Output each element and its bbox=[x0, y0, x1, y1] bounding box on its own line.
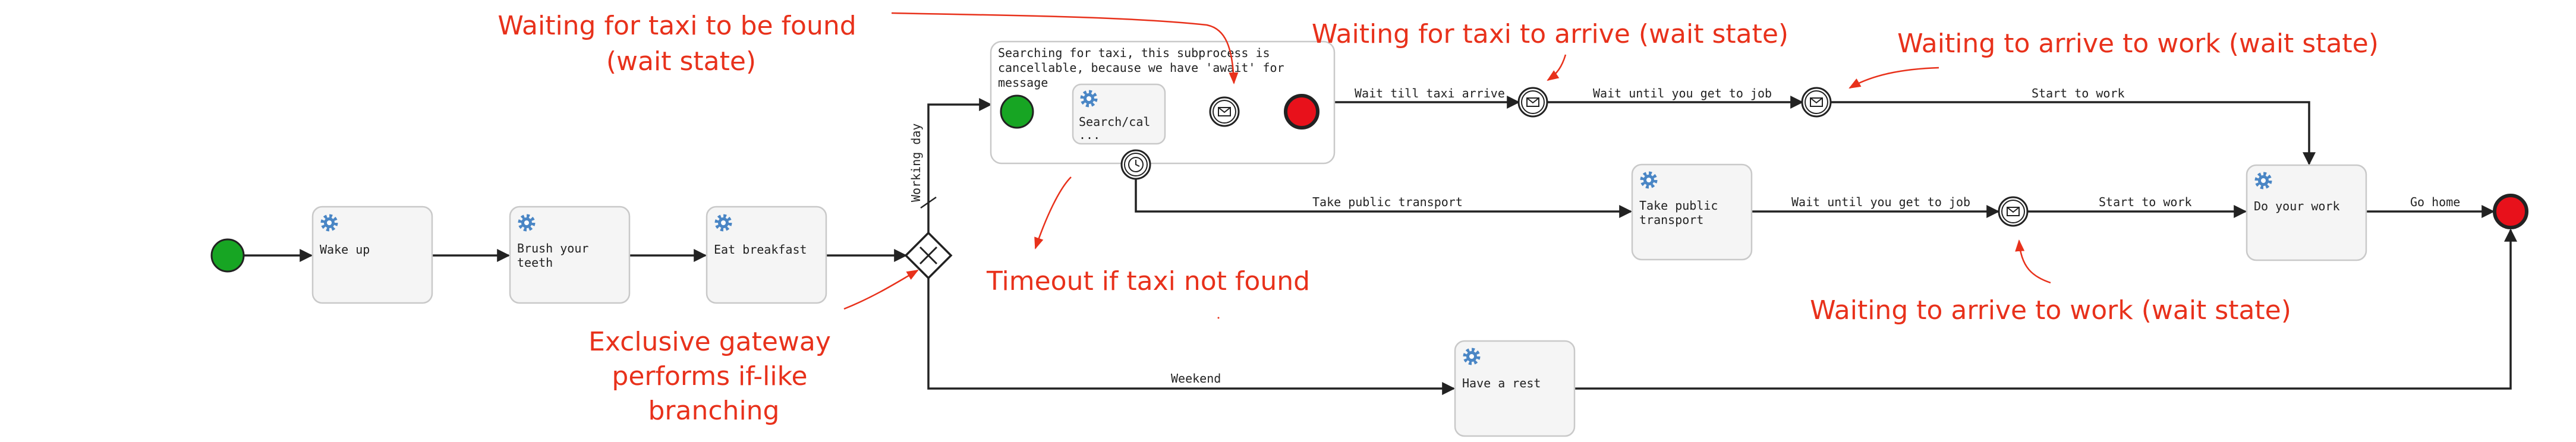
message-catch-taxi-found-icon[interactable] bbox=[1209, 96, 1240, 127]
message-catch-taxi-arrive-icon[interactable] bbox=[1517, 87, 1548, 118]
task-label: Do your work bbox=[2254, 199, 2340, 213]
flow-label-wait-till-taxi: Wait till taxi arrive bbox=[1355, 86, 1505, 100]
start-event-circle[interactable] bbox=[210, 238, 245, 273]
start-event-circle[interactable] bbox=[1000, 94, 1034, 129]
gateway-x-icon bbox=[919, 246, 938, 265]
flow-label-wait-until-job-2: Wait until you get to job bbox=[1791, 195, 1970, 209]
sequence-flows bbox=[244, 96, 2517, 395]
flow-start-to-work-1 bbox=[1831, 101, 2316, 166]
arrow-to-taxi-found bbox=[891, 12, 1239, 84]
start-event[interactable] bbox=[210, 238, 245, 273]
flow-label-start-to-work-1: Start to work bbox=[2032, 86, 2125, 100]
task-wake-up[interactable]: Wake up bbox=[311, 206, 433, 304]
arrow-to-arrive-work-top bbox=[1848, 67, 1939, 89]
flow-rest-to-end bbox=[1574, 228, 2517, 390]
task-eat-breakfast[interactable]: Eat breakfast bbox=[706, 206, 827, 304]
arrow-to-taxi-arrive bbox=[1547, 54, 1567, 81]
flow-label-take-public-transport: Take public transport bbox=[1312, 195, 1463, 209]
subprocess-start-event[interactable] bbox=[1000, 94, 1034, 129]
task-label: Have a rest bbox=[1462, 376, 1541, 390]
timer-boundary-event[interactable] bbox=[1120, 149, 1151, 180]
stray-dot bbox=[1217, 317, 1220, 319]
end-event-circle[interactable] bbox=[1284, 94, 1320, 130]
flow-labels: Working day Wait till taxi arrive Wait u… bbox=[909, 86, 2460, 386]
subprocess-label: Searching for taxi, this subprocess is c… bbox=[998, 46, 1292, 90]
annotation-waiting-arrive-work-bottom: Waiting to arrive to work (wait state) bbox=[1810, 295, 2291, 326]
flow-label-start-to-work-2: Start to work bbox=[2099, 195, 2192, 209]
annotation-timeout-taxi: Timeout if taxi not found bbox=[986, 266, 1310, 296]
task-box[interactable] bbox=[1454, 340, 1576, 437]
flow-label-working-day: Working day bbox=[909, 124, 923, 202]
message-catch-arrive-work-icon[interactable] bbox=[1801, 87, 1832, 118]
task-do-your-work[interactable]: Do your work bbox=[2246, 164, 2367, 261]
end-event-circle[interactable] bbox=[2493, 194, 2528, 229]
task-box[interactable] bbox=[2246, 164, 2367, 261]
task-have-a-rest[interactable]: Have a rest bbox=[1454, 340, 1576, 437]
annotation-exclusive-gateway: Exclusive gateway performs if-like branc… bbox=[588, 327, 839, 426]
flow-label-wait-until-job-1: Wait until you get to job bbox=[1593, 86, 1772, 100]
arrow-to-timer bbox=[1034, 176, 1072, 250]
annotation-waiting-taxi-arrive: Waiting for taxi to arrive (wait state) bbox=[1312, 19, 1788, 49]
timer-boundary-inner bbox=[1124, 153, 1148, 176]
end-event[interactable] bbox=[2493, 194, 2528, 229]
flow-take-public-transport bbox=[1135, 178, 1633, 218]
task-box[interactable] bbox=[509, 206, 631, 304]
task-box[interactable] bbox=[706, 206, 827, 304]
default-flow-slash bbox=[920, 196, 937, 209]
task-label: Brush your teeth bbox=[517, 241, 596, 270]
annotation-waiting-taxi-found: Waiting for taxi to be found (wait state… bbox=[497, 11, 864, 77]
task-box[interactable] bbox=[1631, 163, 1753, 261]
task-take-public-transport[interactable]: Take public transport bbox=[1631, 163, 1753, 261]
task-brush-teeth[interactable]: Brush your teeth bbox=[509, 206, 631, 304]
annotations: Waiting for taxi to be found (wait state… bbox=[497, 11, 2379, 426]
exclusive-gateway[interactable] bbox=[904, 231, 953, 280]
arrow-to-gateway bbox=[843, 269, 919, 310]
task-label: Take public transport bbox=[1639, 198, 1725, 227]
arrow-to-arrive-work-bottom bbox=[2015, 239, 2051, 284]
annotation-arrows bbox=[843, 12, 2051, 310]
clock-icon bbox=[1128, 157, 1144, 172]
task-label: Wake up bbox=[320, 242, 370, 257]
task-search-call[interactable]: Search/cal ... bbox=[1072, 83, 1166, 145]
message-catch-arrive-work-public-icon[interactable] bbox=[1998, 196, 2029, 227]
task-box[interactable] bbox=[311, 206, 433, 304]
annotation-waiting-arrive-work-top: Waiting to arrive to work (wait state) bbox=[1897, 29, 2379, 59]
flow-working-day bbox=[927, 98, 993, 233]
subprocess-end-event[interactable] bbox=[1284, 94, 1320, 130]
task-label: Search/cal ... bbox=[1079, 115, 1157, 142]
flow-label-go-home: Go home bbox=[2410, 195, 2460, 209]
flow-weekend bbox=[927, 278, 1456, 395]
task-label: Eat breakfast bbox=[714, 242, 807, 257]
flow-label-weekend: Weekend bbox=[1171, 371, 1221, 386]
